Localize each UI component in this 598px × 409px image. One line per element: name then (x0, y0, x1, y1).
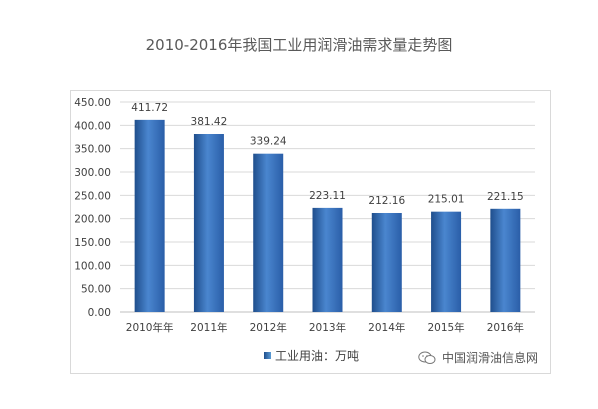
x-tick-label: 2015年 (427, 321, 464, 334)
bar (312, 207, 343, 312)
watermark: 中国润滑油信息网 (418, 349, 538, 366)
y-tick-label: 250.00 (74, 190, 111, 202)
x-tick-label: 2011年 (190, 321, 227, 334)
data-label: 223.11 (309, 190, 346, 202)
bar (371, 212, 402, 312)
y-tick-label: 0.00 (88, 307, 111, 319)
y-tick-label: 300.00 (74, 167, 111, 179)
data-label: 381.42 (191, 116, 228, 128)
y-tick-label: 150.00 (74, 237, 111, 249)
y-tick-label: 400.00 (74, 120, 111, 132)
data-label: 339.24 (250, 136, 287, 148)
chart-title: 2010-2016年我国工业用润滑油需求量走势图 (145, 36, 453, 54)
y-tick-label: 350.00 (74, 144, 111, 156)
legend-swatch (264, 352, 271, 359)
data-label: 221.15 (487, 191, 524, 203)
bar (134, 119, 165, 312)
y-tick-label: 100.00 (74, 260, 111, 272)
x-tick-label: 2016年 (487, 321, 524, 334)
y-tick-label: 200.00 (74, 214, 111, 226)
y-tick-label: 450.00 (74, 97, 111, 109)
data-label: 411.72 (131, 102, 168, 114)
bar (431, 211, 462, 312)
x-tick-label: 2014年 (368, 321, 405, 334)
legend-label: 工业用油：万吨 (275, 349, 360, 363)
y-axis-ticks: 0.00 50.00 100.00 150.00 200.00 250.00 300.00 3… (74, 97, 111, 319)
bar (490, 208, 521, 312)
x-tick-label: 2010年年 (126, 321, 174, 334)
y-tick-label: 50.00 (81, 284, 111, 296)
data-label: 212.16 (368, 195, 405, 207)
x-tick-label: 2013年 (309, 321, 346, 334)
wechat-icon (418, 351, 436, 364)
data-labels: 411.72 381.42 339.24 223.11 212.16 215.01 221.… (131, 102, 523, 207)
bar (193, 134, 224, 312)
bars (134, 119, 521, 312)
bar (253, 153, 284, 312)
x-axis-ticks: 2010年年 2011年 2012年 2013年 2014年 2015年 2016年 (126, 321, 524, 334)
x-tick-label: 2012年 (250, 321, 287, 334)
legend: 工业用油：万吨 (264, 347, 359, 364)
watermark-text: 中国润滑油信息网 (442, 351, 539, 365)
data-label: 215.01 (428, 194, 465, 206)
